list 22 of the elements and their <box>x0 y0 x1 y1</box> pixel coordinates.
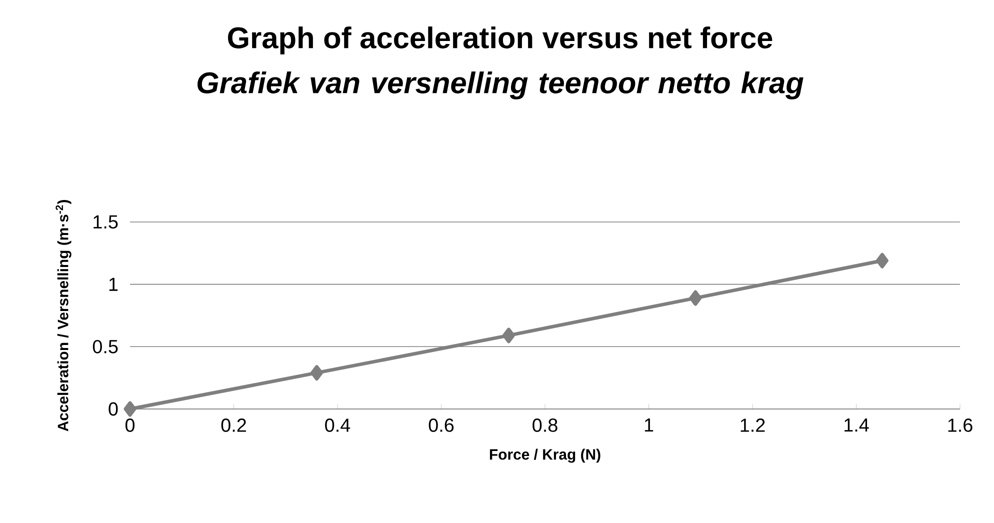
x-tick-label: 1.2 <box>740 418 765 432</box>
x-tick-label: 0.2 <box>221 418 246 432</box>
x-tick-label: 1 <box>644 418 654 432</box>
x-tick-label: 1.6 <box>948 418 972 432</box>
x-tick-label: 0.8 <box>532 418 558 432</box>
chart-subtitle: Grafiek van versnelling teenoor netto krag <box>198 72 804 100</box>
point <box>310 365 324 381</box>
chart-title: Graph of acceleration versus net force <box>228 26 772 54</box>
y-tick-label: 0.5 <box>92 340 118 354</box>
x-tick-label: 0.4 <box>325 418 350 432</box>
point <box>689 290 702 306</box>
y-tick-label: 1.5 <box>94 215 118 229</box>
x-tick-label: 0 <box>125 418 135 432</box>
point <box>502 328 515 344</box>
y-tick-label: 0 <box>108 402 118 416</box>
x-axis-title: Force / Krag (N) <box>490 448 600 463</box>
point <box>124 401 136 417</box>
y-tick-label: 1 <box>109 278 118 291</box>
y-axis-title: Acceleration / Versnelling (m·s$^{-2}$) <box>56 200 72 432</box>
point <box>876 252 888 268</box>
x-tick-label: 0.6 <box>428 418 454 432</box>
x-tick-label: 1.4 <box>844 418 869 432</box>
